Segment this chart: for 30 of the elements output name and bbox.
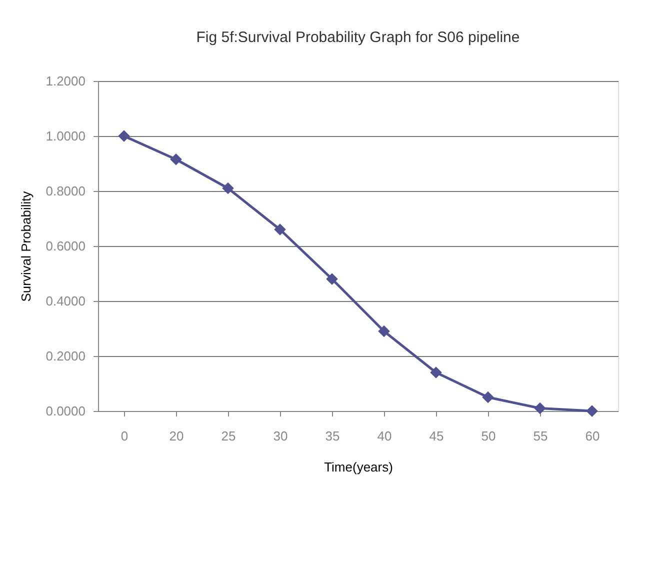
y-tick-label: 0.6000 [46,238,86,254]
y-tick-label: 0.8000 [46,184,86,198]
y-tick-label: 1.2000 [46,74,86,88]
x-tick-label: 30 [273,428,288,444]
point [430,366,442,378]
point [378,325,390,338]
x-tick-label: 0 [120,428,128,444]
y-tick-label: 0.0000 [46,404,86,418]
point [274,224,286,236]
x-tick-label: 60 [585,428,600,444]
y-axis-title: Survival Probability [18,190,34,302]
point [222,182,234,194]
point [118,130,130,142]
x-tick-label: 50 [481,428,496,444]
x-tick-label: 40 [377,428,392,444]
chart-title: Fig 5f:Survival Probability Graph for S06 pipeline [196,29,520,46]
x-tick-label: 25 [221,428,236,444]
point [326,273,338,285]
x-tick-label: 20 [169,428,184,444]
x-tick-label: 35 [325,428,340,444]
x-tick-label: 45 [429,428,444,444]
y-tick-label: 1.0000 [46,128,86,144]
x-axis-title: Time(years) [324,460,393,474]
y-tick-label: 0.2000 [46,348,86,364]
y-tick-label: 0.4000 [46,294,86,308]
point [482,391,494,404]
point [586,405,598,417]
x-tick-label: 55 [533,428,548,444]
point [534,402,546,414]
point [170,153,182,166]
